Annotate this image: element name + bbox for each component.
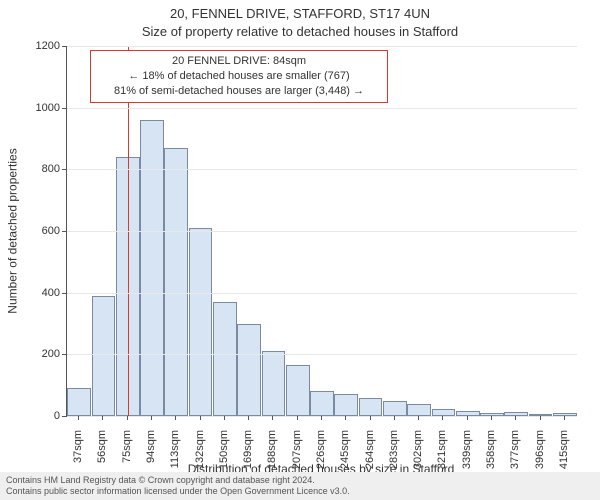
histogram-bar: [432, 409, 456, 416]
x-tick-label: 169sqm: [242, 430, 254, 490]
x-tick-label: 94sqm: [145, 430, 157, 490]
y-tick: [62, 416, 66, 417]
x-tick-label: 56sqm: [96, 430, 108, 490]
x-tick-label: 75sqm: [121, 430, 133, 490]
x-tick: [442, 416, 443, 420]
x-tick: [200, 416, 201, 420]
y-tick-label: 800: [10, 163, 60, 175]
y-tick: [62, 169, 66, 170]
y-tick-label: 200: [10, 348, 60, 360]
x-tick: [370, 416, 371, 420]
histogram-bar: [213, 302, 237, 416]
x-tick-label: 150sqm: [218, 430, 230, 490]
x-tick: [540, 416, 541, 420]
x-tick: [248, 416, 249, 420]
histogram-bar: [262, 351, 286, 416]
histogram-bar: [67, 388, 91, 416]
x-tick-label: 415sqm: [558, 430, 570, 490]
gridline: [67, 293, 577, 294]
gridline: [67, 46, 577, 47]
gridline: [67, 416, 577, 417]
annotation-line: 81% of semi-detached houses are larger (…: [97, 84, 381, 99]
gridline: [67, 169, 577, 170]
x-tick-label: 377sqm: [509, 430, 521, 490]
annotation-box: 20 FENNEL DRIVE: 84sqm ← 18% of detached…: [90, 50, 388, 103]
x-tick: [151, 416, 152, 420]
x-tick: [418, 416, 419, 420]
annotation-line: 20 FENNEL DRIVE: 84sqm: [97, 54, 381, 69]
x-tick: [564, 416, 565, 420]
x-tick-label: 302sqm: [412, 430, 424, 490]
x-tick: [272, 416, 273, 420]
chart-container: 20, FENNEL DRIVE, STAFFORD, ST17 4UN Siz…: [0, 0, 600, 500]
y-tick: [62, 46, 66, 47]
x-tick: [467, 416, 468, 420]
y-tick-label: 1200: [10, 40, 60, 52]
x-tick: [321, 416, 322, 420]
histogram-bar: [359, 398, 383, 417]
histogram-bar: [286, 365, 310, 416]
y-tick-label: 400: [10, 287, 60, 299]
gridline: [67, 354, 577, 355]
histogram-bar: [383, 401, 407, 416]
x-tick-label: 283sqm: [388, 430, 400, 490]
y-tick-label: 600: [10, 225, 60, 237]
address-title: 20, FENNEL DRIVE, STAFFORD, ST17 4UN: [0, 6, 600, 21]
x-tick-label: 207sqm: [291, 430, 303, 490]
x-tick: [224, 416, 225, 420]
x-tick: [515, 416, 516, 420]
y-tick: [62, 354, 66, 355]
histogram-bar: [164, 148, 188, 416]
x-tick: [394, 416, 395, 420]
x-tick: [345, 416, 346, 420]
gridline: [67, 231, 577, 232]
y-tick: [62, 231, 66, 232]
x-tick-label: 132sqm: [194, 430, 206, 490]
y-tick-label: 0: [10, 410, 60, 422]
y-tick-label: 1000: [10, 102, 60, 114]
x-tick: [78, 416, 79, 420]
x-tick-label: 264sqm: [364, 430, 376, 490]
x-tick-label: 358sqm: [485, 430, 497, 490]
x-tick-label: 396sqm: [534, 430, 546, 490]
x-tick: [127, 416, 128, 420]
x-tick: [297, 416, 298, 420]
chart-subtitle: Size of property relative to detached ho…: [0, 24, 600, 39]
annotation-line: ← 18% of detached houses are smaller (76…: [97, 69, 381, 84]
x-tick-label: 321sqm: [436, 430, 448, 490]
x-tick-label: 113sqm: [169, 430, 181, 490]
x-tick-label: 188sqm: [266, 430, 278, 490]
histogram-bar: [310, 391, 334, 416]
x-tick: [175, 416, 176, 420]
x-tick-label: 245sqm: [339, 430, 351, 490]
histogram-bar: [189, 228, 213, 416]
histogram-bar: [140, 120, 164, 416]
x-tick-label: 37sqm: [72, 430, 84, 490]
histogram-bar: [237, 324, 261, 417]
x-tick-label: 226sqm: [315, 430, 327, 490]
gridline: [67, 108, 577, 109]
x-tick: [102, 416, 103, 420]
x-tick-label: 339sqm: [461, 430, 473, 490]
y-tick: [62, 293, 66, 294]
y-tick: [62, 108, 66, 109]
x-tick: [491, 416, 492, 420]
histogram-bar: [92, 296, 116, 416]
histogram-bar: [407, 404, 431, 416]
histogram-bar: [334, 394, 358, 416]
